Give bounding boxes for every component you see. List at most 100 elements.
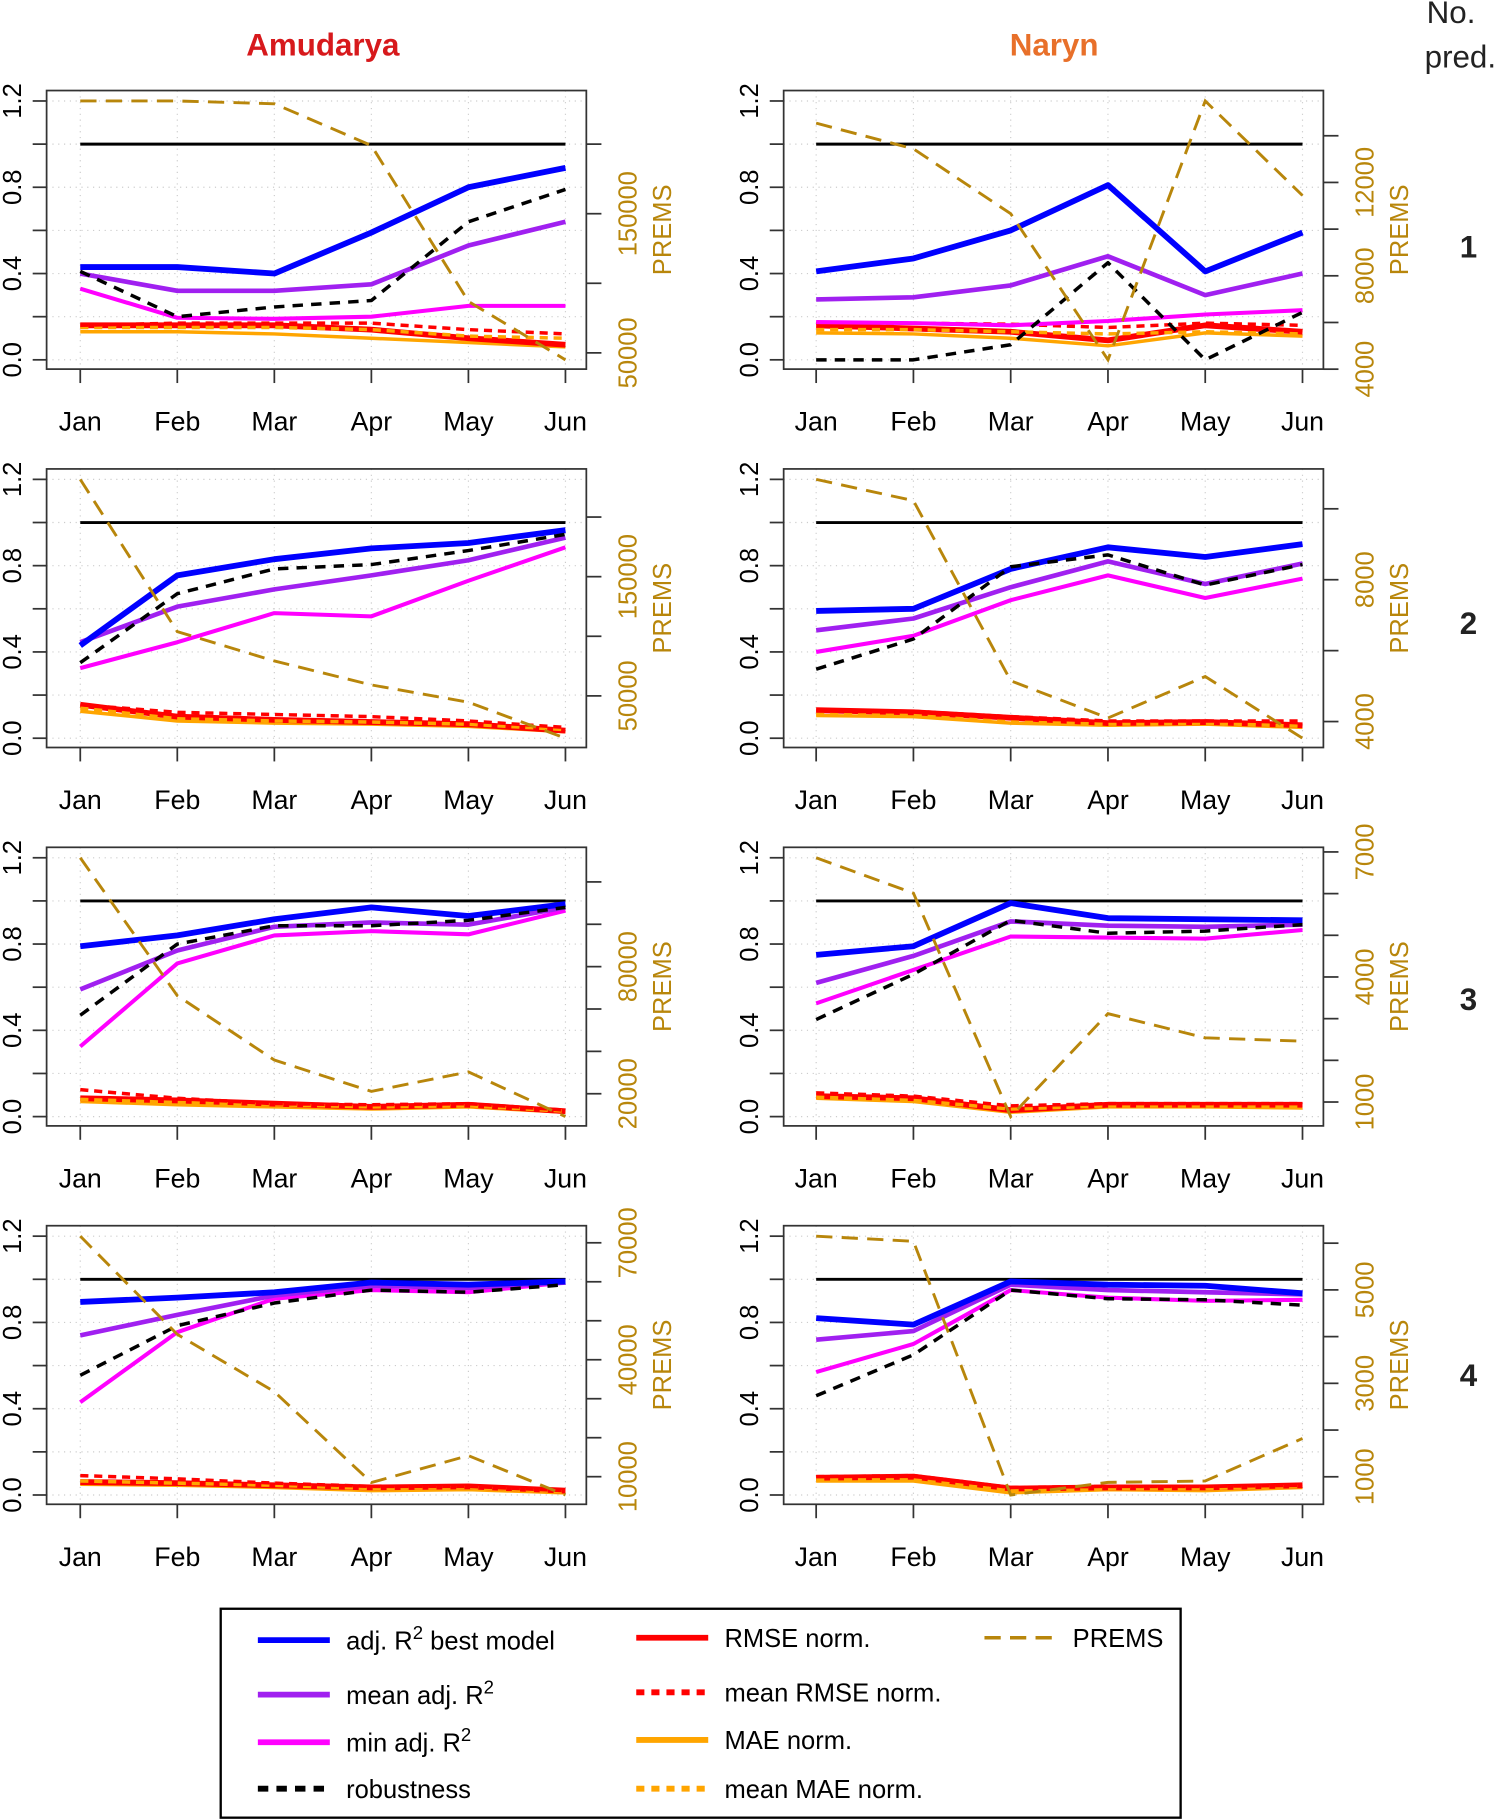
y-tick-label: 0.8 xyxy=(0,1305,27,1340)
x-tick-label: Jan xyxy=(59,1163,102,1193)
series-mae-norm- xyxy=(80,330,566,349)
panel-amudarya-4: 0.0 0.4 0.8 1.2 Jan Feb Mar Apr May Jun 10000 40000… xyxy=(0,1207,677,1571)
y-tick-label: 1.2 xyxy=(736,1218,764,1253)
x-tick-label: Jun xyxy=(544,1163,587,1193)
prems-tick-label: 20000 xyxy=(614,1058,642,1129)
legend-item: mean adj. R2 xyxy=(257,1676,494,1710)
prems-tick-label: 1000 xyxy=(1351,1448,1379,1505)
x-tick-label: May xyxy=(1180,1542,1231,1572)
y-tick-label: 0.8 xyxy=(736,548,764,583)
x-tick-label: Jan xyxy=(795,407,838,437)
legend-text: PREMS xyxy=(1073,1625,1164,1653)
series-min-adj-r2 xyxy=(815,928,1303,1006)
y-tick-label: 1.2 xyxy=(0,83,27,118)
series-mean-adj-r2 xyxy=(79,219,566,294)
x-tick-label: Feb xyxy=(154,1542,200,1572)
series-robustness xyxy=(816,261,1304,362)
y-tick-label: 0.4 xyxy=(0,256,27,291)
x-tick-label: Jan xyxy=(59,785,102,815)
prems-tick-label: 4000 xyxy=(1351,693,1379,750)
y-tick-label: 0.4 xyxy=(0,1013,27,1048)
series-robustness xyxy=(79,532,566,665)
x-tick-label: Apr xyxy=(351,1163,393,1193)
prems-axis-label: PREMS xyxy=(1386,184,1414,275)
x-tick-label: May xyxy=(1180,785,1231,815)
prems-tick-label: 10000 xyxy=(614,1441,642,1512)
y-tick-label: 0.4 xyxy=(0,1391,27,1426)
series-mean-adj-r2 xyxy=(815,919,1303,986)
series-mean-adj-r2 xyxy=(815,559,1303,633)
series-adj-r2-best-model xyxy=(815,900,1303,958)
x-tick-label: Mar xyxy=(251,1542,297,1572)
legend-superscript: 2 xyxy=(461,1724,471,1745)
series-prems xyxy=(80,99,567,362)
x-tick-label: Mar xyxy=(988,1542,1034,1572)
legend-label: mean adj. R2 xyxy=(346,1676,494,1709)
series-adj-r2-best-model xyxy=(79,901,566,950)
series-prems xyxy=(79,856,567,1118)
series-min-adj-r2 xyxy=(79,286,566,321)
prems-tick-label: 3000 xyxy=(1351,1355,1379,1412)
legend-label: RMSE norm. xyxy=(724,1625,870,1653)
legend-label: mean RMSE norm. xyxy=(724,1680,941,1708)
series-mean-adj-r2 xyxy=(79,905,566,992)
prems-tick-label: 80000 xyxy=(614,931,642,1002)
series-min-adj-r2 xyxy=(815,573,1303,654)
legend-text: adj. R xyxy=(346,1627,413,1655)
series-prems xyxy=(815,856,1303,1120)
y-tick-label: 0.0 xyxy=(736,1477,764,1512)
y-tick-label: 0.8 xyxy=(736,170,764,205)
y-tick-label: 0.0 xyxy=(0,1099,27,1134)
row-header-line1: No. xyxy=(1427,0,1476,30)
series-mean-rmse-norm- xyxy=(80,321,566,336)
x-tick-label: May xyxy=(443,785,494,815)
x-tick-label: Jun xyxy=(544,1542,587,1572)
series-mean-rmse-norm- xyxy=(816,1091,1303,1108)
x-tick-label: Feb xyxy=(154,785,200,815)
panels: 0.0 0.4 0.8 1.2 Jan Feb Mar Apr May Jun 50000 15000… xyxy=(0,83,1478,1572)
prems-axis-label: PREMS xyxy=(1386,563,1414,654)
x-tick-label: Jun xyxy=(544,785,587,815)
prems-tick-label: 50000 xyxy=(614,317,642,388)
series-robustness xyxy=(815,1288,1303,1398)
panel-amudarya-2: 0.0 0.4 0.8 1.2 Jan Feb Mar Apr May Jun 50000 15000… xyxy=(0,462,677,815)
legend-superscript: 2 xyxy=(413,1622,423,1643)
y-tick-label: 0.0 xyxy=(0,1477,27,1512)
y-tick-label: 1.2 xyxy=(736,462,764,497)
series-min-adj-r2 xyxy=(78,908,566,1049)
series-mean-mae-norm- xyxy=(816,1095,1303,1111)
legend-label: adj. R2 best model xyxy=(346,1622,555,1655)
series-min-adj-r2 xyxy=(816,308,1303,328)
prems-axis-label: PREMS xyxy=(649,563,677,654)
legend-superscript: 2 xyxy=(484,1676,494,1697)
x-tick-label: Feb xyxy=(890,1542,936,1572)
x-tick-label: Feb xyxy=(890,1163,936,1193)
x-tick-label: May xyxy=(443,1163,494,1193)
series-adj-r2-best-model xyxy=(815,182,1304,275)
series-prems xyxy=(815,98,1304,363)
series-mean-mae-norm- xyxy=(80,325,566,340)
row-header-line2: pred. xyxy=(1425,39,1496,74)
panel-amudarya-3: 0.0 0.4 0.8 1.2 Jan Feb Mar Apr May Jun 20000 80000… xyxy=(0,840,677,1193)
x-tick-label: May xyxy=(1180,1163,1231,1193)
series-adj-r2-best-model xyxy=(816,541,1303,614)
y-tick-label: 1.2 xyxy=(0,1218,27,1253)
legend-item: robustness xyxy=(257,1776,471,1804)
x-tick-label: Mar xyxy=(988,407,1034,437)
prems-axis-label: PREMS xyxy=(1386,941,1414,1032)
series-adj-r2-best-model xyxy=(815,1278,1303,1328)
prems-tick-label: 150000 xyxy=(614,171,642,256)
series-robustness xyxy=(815,918,1303,1022)
y-tick-label: 0.0 xyxy=(0,720,27,755)
row-label: 3 xyxy=(1460,982,1477,1017)
legend-label: min adj. R2 xyxy=(346,1724,471,1757)
y-tick-label: 0.8 xyxy=(736,926,764,961)
series-prems xyxy=(816,1234,1304,1497)
legend-text: mean RMSE norm. xyxy=(724,1680,941,1708)
prems-tick-label: 150000 xyxy=(614,534,642,619)
x-tick-label: Mar xyxy=(988,785,1034,815)
x-tick-label: Jan xyxy=(59,1542,102,1572)
legend-item: mean RMSE norm. xyxy=(636,1680,941,1708)
x-tick-label: Feb xyxy=(154,407,200,437)
legend-item: min adj. R2 xyxy=(257,1724,471,1758)
